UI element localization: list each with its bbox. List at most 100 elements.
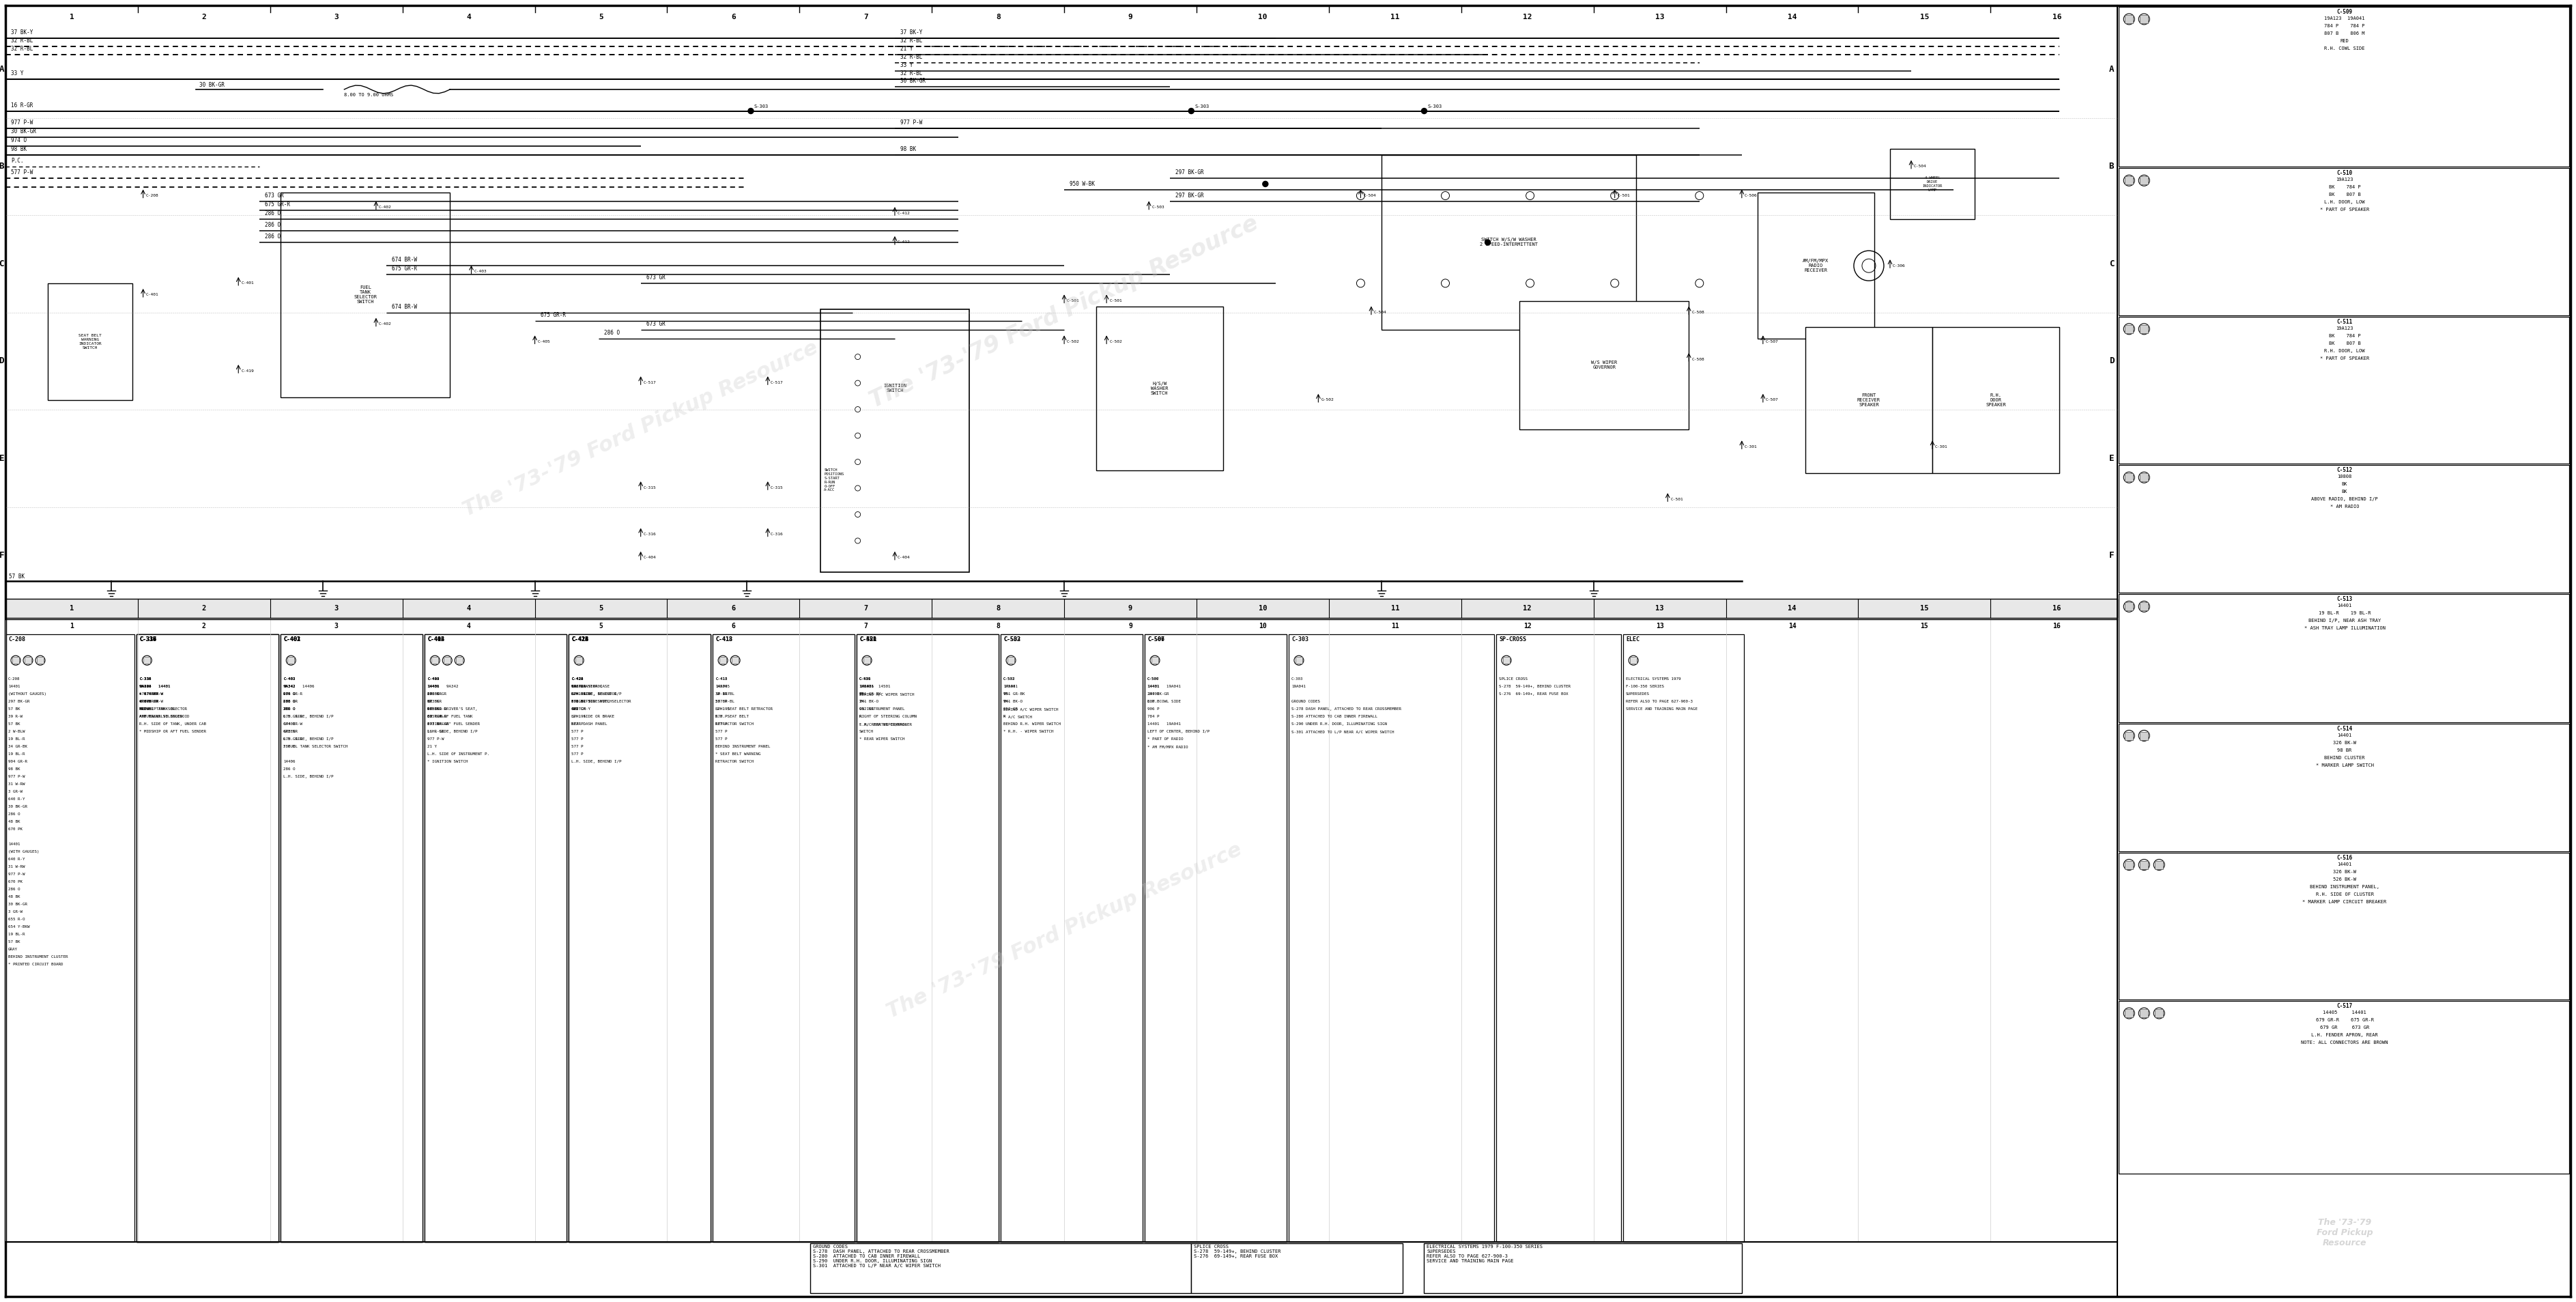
Text: 32 R-BL: 32 R-BL [428, 715, 443, 719]
Bar [1144, 634, 1285, 1242]
Text: L.H. SIDE OR BRAKE: L.H. SIDE OR BRAKE [572, 715, 616, 719]
Text: 14401: 14401 [1146, 685, 1159, 689]
Text: BEHIND CLUSTER: BEHIND CLUSTER [2324, 755, 2365, 759]
Text: 950 W-BK: 950 W-BK [1069, 181, 1095, 187]
Text: C-405: C-405 [428, 637, 446, 643]
Text: 297 BK-GR: 297 BK-GR [8, 700, 31, 703]
Text: 673 GR: 673 GR [283, 730, 299, 733]
Text: 675 GR-R: 675 GR-R [428, 715, 446, 719]
Text: 14401: 14401 [283, 723, 296, 727]
Text: A: A [0, 65, 5, 74]
Text: 326 BK-W: 326 BK-W [2334, 870, 2357, 874]
Text: C-404: C-404 [428, 677, 440, 681]
Text: C-208: C-208 [8, 637, 26, 643]
Text: 14A705: 14A705 [716, 685, 729, 689]
Text: D: D [2110, 357, 2115, 366]
Text: C-404: C-404 [896, 556, 909, 560]
Text: GROUND CODES
S-278  DASH PANEL, ATTACHED TO REAR CROSSMEMBER
S-280  ATTACHED TO : GROUND CODES S-278 DASH PANEL, ATTACHED … [814, 1245, 948, 1268]
Bar [809, 1243, 1190, 1293]
Circle shape [1422, 108, 1427, 113]
Text: TM-: TM- [1005, 700, 1010, 703]
Text: C-404: C-404 [428, 637, 446, 643]
Text: 807 B    806 M: 807 B 806 M [2324, 31, 2365, 35]
Text: 673 GR: 673 GR [647, 322, 665, 327]
Text: 674 BR-W: 674 BR-W [392, 303, 417, 310]
Bar [1033, 658, 1038, 664]
Text: AFT TANK: AFT TANK [139, 715, 160, 719]
Text: 1: 1 [70, 13, 75, 21]
Text: * FUEL TANK SELECTOR SWITCH: * FUEL TANK SELECTOR SWITCH [283, 745, 348, 749]
Text: H/S/W
WASHER
SWITCH: H/S/W WASHER SWITCH [1151, 381, 1167, 396]
Text: 6: 6 [732, 622, 734, 630]
Bar [433, 658, 438, 664]
Bar [312, 658, 319, 664]
Text: 9A342: 9A342 [283, 685, 296, 689]
Text: C-509: C-509 [2336, 9, 2352, 16]
Text: C-416: C-416 [572, 677, 582, 681]
Text: C-517: C-517 [770, 380, 783, 384]
Bar [1891, 148, 1976, 219]
Text: 9A342   14401: 9A342 14401 [139, 685, 170, 689]
Text: * L.H. SIDE FUEL SELECTOR: * L.H. SIDE FUEL SELECTOR [572, 700, 631, 703]
Text: 98 BR: 98 BR [2336, 747, 2352, 753]
Text: 674 BR-W: 674 BR-W [139, 693, 160, 695]
Bar [2141, 603, 2148, 611]
Text: ELEC: ELEC [1625, 637, 1638, 643]
Text: • 673 GR: • 673 GR [139, 700, 160, 703]
Bar [2125, 861, 2133, 868]
Text: C-412: C-412 [896, 211, 909, 215]
Text: 675 GR-R: 675 GR-R [283, 737, 301, 741]
Text: C-303: C-303 [1291, 677, 1303, 681]
Text: F: F [0, 551, 5, 560]
Text: 951 GR-BK: 951 GR-BK [860, 693, 881, 695]
Text: 3: 3 [335, 622, 337, 630]
Text: * PART OF RADIO: * PART OF RADIO [1146, 737, 1182, 741]
Text: 2: 2 [201, 622, 206, 630]
Bar [299, 658, 307, 664]
Text: SP-197: SP-197 [716, 693, 729, 695]
Text: C-208: C-208 [8, 677, 21, 681]
Text: RED: RED [283, 707, 291, 711]
Text: L.H. SIDE, SELECTOR: L.H. SIDE, SELECTOR [572, 693, 616, 695]
Text: C-316: C-316 [770, 533, 783, 536]
Circle shape [1188, 108, 1193, 113]
Text: 675 GR-R: 675 GR-R [265, 202, 291, 207]
Text: C-418: C-418 [716, 637, 732, 643]
Text: 674 BR-W: 674 BR-W [392, 256, 417, 263]
Text: 14406: 14406 [283, 760, 296, 763]
Text: * PRINTED CIRCUIT BOARD: * PRINTED CIRCUIT BOARD [8, 962, 64, 966]
Circle shape [1262, 181, 1267, 186]
Text: 286 O: 286 O [8, 888, 21, 891]
Text: 57 BK: 57 BK [428, 700, 440, 703]
Text: C-336: C-336 [139, 677, 152, 681]
Bar [2120, 465, 2568, 592]
Text: D: D [0, 357, 5, 366]
Bar [1502, 658, 1510, 664]
Text: L.H. SEAT BELT RETRACTOR: L.H. SEAT BELT RETRACTOR [716, 707, 773, 711]
Text: SP-193: SP-193 [572, 693, 585, 695]
Text: S-278  59-149+, BEHIND CLUSTER: S-278 59-149+, BEHIND CLUSTER [1499, 685, 1571, 689]
Text: 4: 4 [466, 622, 471, 630]
Text: 952 GR: 952 GR [1005, 707, 1018, 711]
Text: 57 BK: 57 BK [8, 723, 21, 727]
Text: 297 BK-GR: 297 BK-GR [1175, 169, 1203, 176]
Bar [1623, 634, 1744, 1242]
Text: C-504: C-504 [1914, 165, 1927, 168]
Text: 12: 12 [1522, 622, 1530, 630]
Text: C-413: C-413 [716, 637, 732, 643]
Bar [289, 658, 294, 664]
Text: 655 R-O: 655 R-O [8, 918, 26, 922]
Text: C-401: C-401 [147, 293, 160, 297]
Text: 977 P-W: 977 P-W [899, 120, 922, 126]
Text: 11: 11 [1391, 622, 1399, 630]
Text: C-503: C-503 [1005, 677, 1015, 681]
Text: (WITH GAUGES): (WITH GAUGES) [8, 850, 39, 854]
Text: 48 BK: 48 BK [8, 820, 21, 824]
Text: C-532: C-532 [1005, 677, 1015, 681]
Text: 9: 9 [1128, 605, 1133, 612]
Text: AM/FM/MPX
RADIO
RECEIVER: AM/FM/MPX RADIO RECEIVER [1803, 259, 1829, 272]
Text: C-401: C-401 [283, 637, 301, 643]
Bar [2156, 861, 2164, 868]
Text: SEAT BELT
WARNING
INDICATOR
SWITCH: SEAT BELT WARNING INDICATOR SWITCH [80, 335, 100, 349]
Bar [714, 634, 855, 1242]
